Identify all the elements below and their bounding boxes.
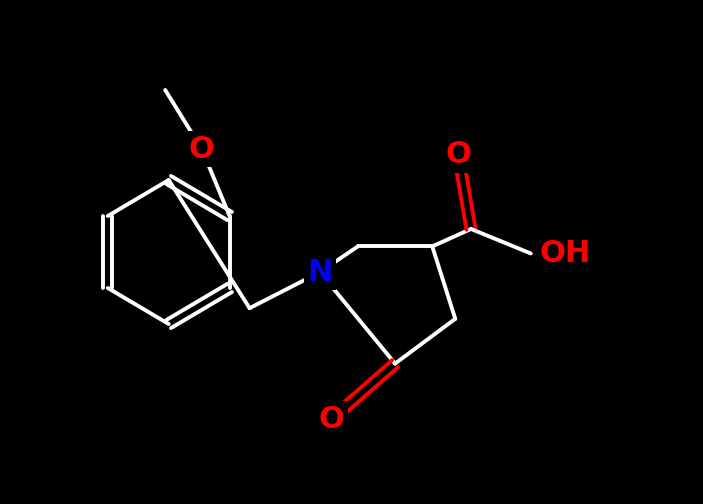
Text: N: N <box>307 258 333 287</box>
Text: OH: OH <box>539 239 591 268</box>
Text: O: O <box>319 405 344 433</box>
Text: O: O <box>189 135 214 163</box>
Text: O: O <box>446 140 471 169</box>
